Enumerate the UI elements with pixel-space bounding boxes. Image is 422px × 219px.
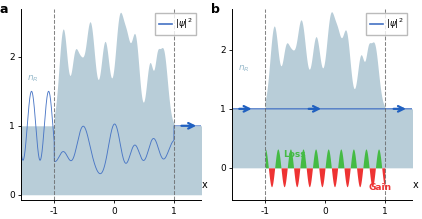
Legend: $|\psi|^2$: $|\psi|^2$	[155, 13, 196, 35]
Text: b: b	[211, 3, 219, 16]
Text: x: x	[202, 180, 208, 190]
Text: $n_R$: $n_R$	[238, 64, 250, 74]
Legend: $|\psi|^2$: $|\psi|^2$	[366, 13, 407, 35]
Text: a: a	[0, 3, 8, 16]
Text: x: x	[413, 180, 419, 190]
Text: Loss: Loss	[283, 150, 306, 159]
Text: $n_R$: $n_R$	[27, 74, 39, 85]
Text: Gain: Gain	[368, 183, 391, 192]
